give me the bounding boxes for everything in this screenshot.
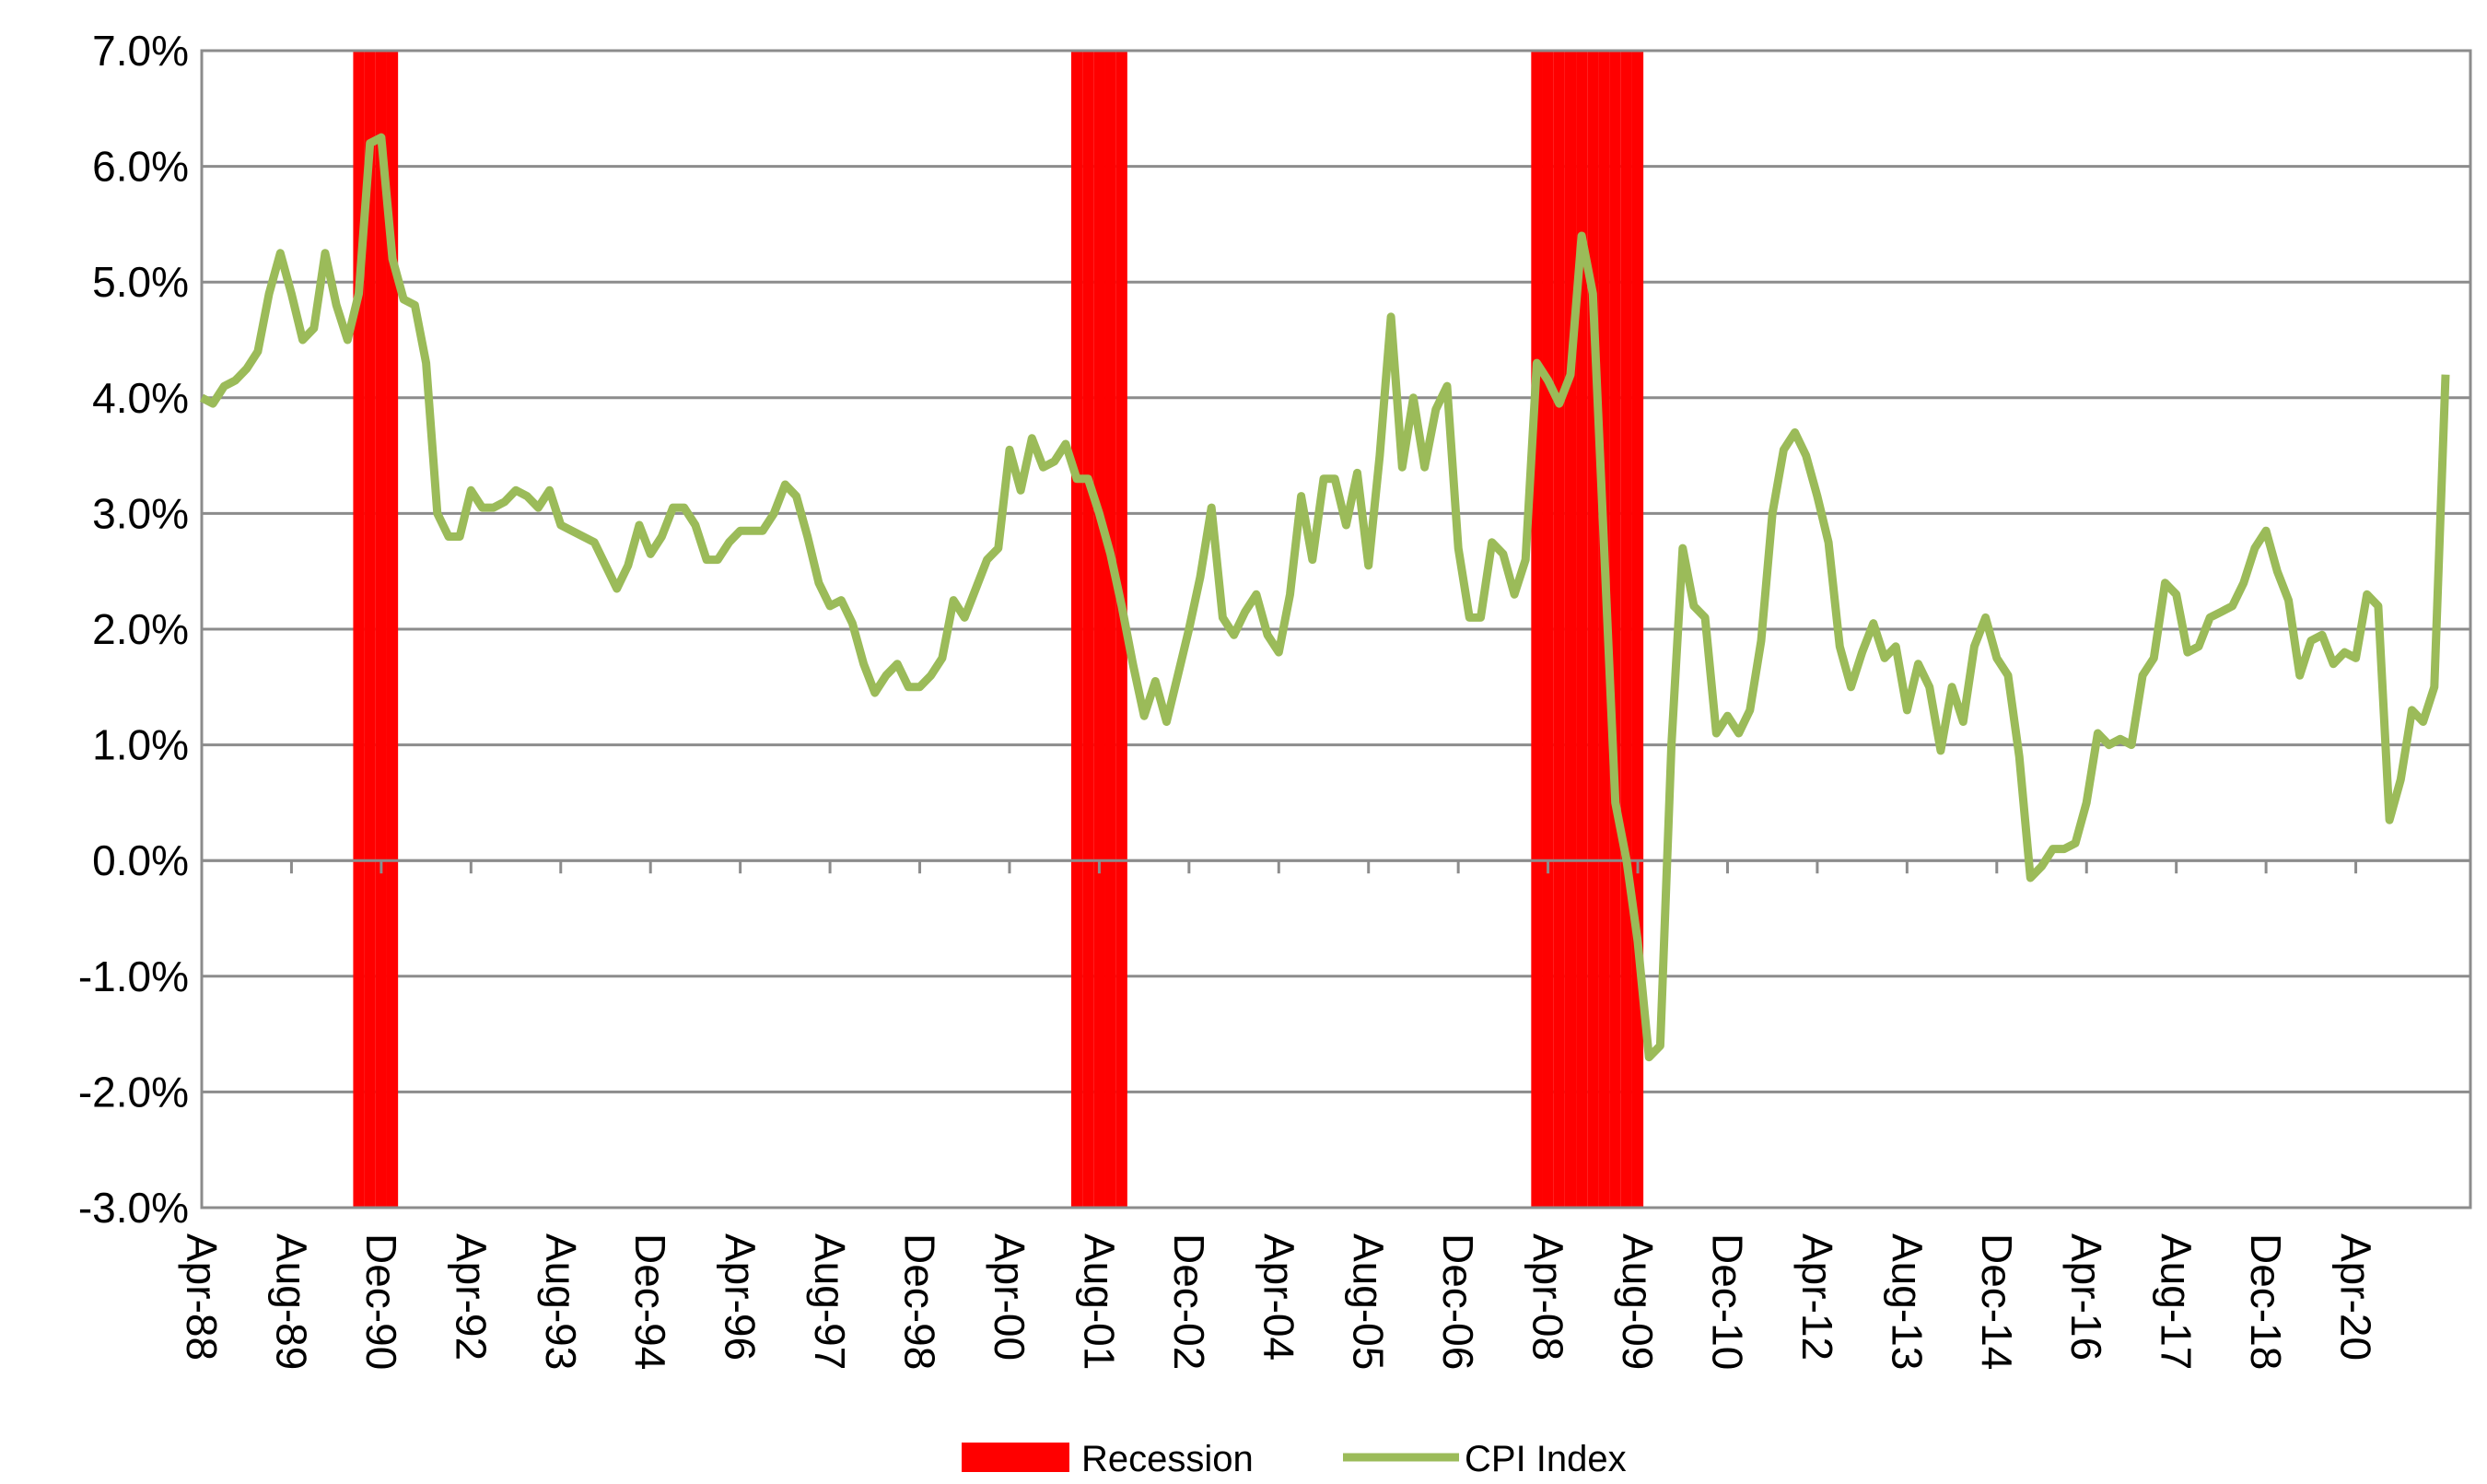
recession-bar [1609, 51, 1621, 1208]
recession-bar [1553, 51, 1565, 1208]
recession-bar [1070, 51, 1083, 1208]
x-tick-label: Aug-05 [1345, 1233, 1393, 1370]
recession-bar [1104, 51, 1116, 1208]
x-tick-label: Apr-88 [178, 1233, 226, 1361]
y-tick-label: 7.0% [92, 27, 189, 75]
x-tick-label: Aug-97 [806, 1233, 854, 1370]
y-tick-label: -1.0% [78, 952, 189, 1000]
recession-bar [364, 51, 376, 1208]
x-tick-label: Dec-06 [1434, 1233, 1482, 1370]
legend-swatch [962, 1443, 1069, 1472]
y-tick-label: 0.0% [92, 836, 189, 884]
x-tick-label: Apr-04 [1255, 1233, 1302, 1361]
x-tick-label: Aug-93 [537, 1233, 585, 1370]
recession-bar [1631, 51, 1644, 1208]
recession-bar [1115, 51, 1127, 1208]
cpi-line [199, 133, 2450, 1062]
x-tick-label: Apr-12 [1793, 1233, 1841, 1361]
y-tick-label: 4.0% [92, 374, 189, 422]
legend-label: Recession [1081, 1439, 1254, 1479]
recession-bar [353, 51, 365, 1208]
x-tick-label: Apr-08 [1524, 1233, 1572, 1361]
y-tick-label: 6.0% [92, 143, 189, 191]
y-tick-label: 3.0% [92, 489, 189, 537]
recession-bar [1531, 51, 1543, 1208]
x-tick-label: Apr-92 [447, 1233, 495, 1361]
x-tick-label: Aug-13 [1883, 1233, 1931, 1370]
y-tick-label: -3.0% [78, 1184, 189, 1232]
x-tick-label: Dec-14 [1973, 1233, 2021, 1370]
x-tick-label: Dec-02 [1165, 1233, 1213, 1370]
recession-bar [386, 51, 399, 1208]
recession-bar [1093, 51, 1105, 1208]
x-tick-label: Dec-98 [896, 1233, 944, 1370]
x-tick-label: Aug-89 [267, 1233, 315, 1370]
x-tick-label: Apr-96 [717, 1233, 765, 1361]
legend-label: CPI Index [1465, 1439, 1627, 1479]
recession-bar [1542, 51, 1554, 1208]
y-tick-label: 2.0% [92, 605, 189, 653]
recession-bar [1620, 51, 1632, 1208]
y-tick-label: 1.0% [92, 721, 189, 769]
y-tick-label: 5.0% [92, 258, 189, 306]
plot-border [200, 49, 2472, 1209]
x-tick-label: Dec-94 [626, 1233, 674, 1370]
x-tick-label: Apr-00 [986, 1233, 1033, 1361]
y-tick-label: -2.0% [78, 1068, 189, 1116]
x-tick-label: Aug-01 [1075, 1233, 1123, 1370]
recession-bar [375, 51, 387, 1208]
recession-bar [1576, 51, 1588, 1208]
x-tick-label: Dec-10 [1703, 1233, 1751, 1370]
x-tick-label: Apr-16 [2062, 1233, 2110, 1361]
recession-bar [1564, 51, 1577, 1208]
recession-bar [1587, 51, 1599, 1208]
recession-bar [1082, 51, 1094, 1208]
x-tick-label: Dec-18 [2242, 1233, 2290, 1370]
x-tick-label: Dec-90 [357, 1233, 405, 1370]
x-tick-label: Aug-09 [1614, 1233, 1662, 1370]
x-tick-label: Apr-20 [2332, 1233, 2380, 1361]
x-tick-label: Aug-17 [2153, 1233, 2201, 1370]
